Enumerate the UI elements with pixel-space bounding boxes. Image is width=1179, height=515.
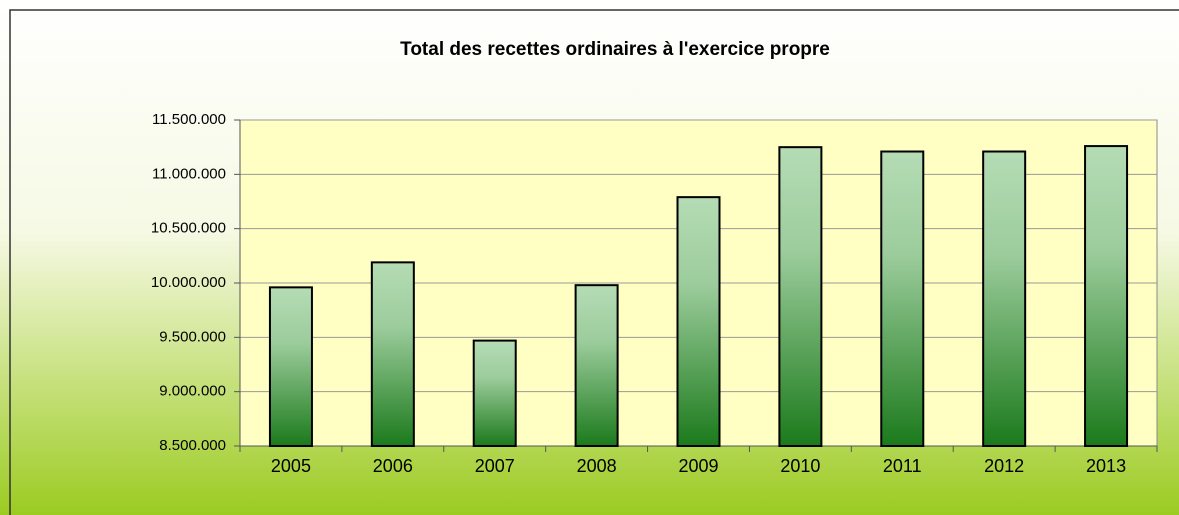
- x-tick-label: 2008: [577, 456, 617, 476]
- bar: [472, 339, 517, 447]
- y-tick-label: 11.500.000: [152, 111, 226, 128]
- x-tick-label: 2010: [780, 456, 820, 476]
- x-tick-label: 2006: [373, 456, 413, 476]
- x-tick-label: 2013: [1086, 456, 1126, 476]
- x-tick-label: 2011: [883, 456, 922, 476]
- y-tick-label: 9.000.000: [159, 383, 226, 400]
- bar: [370, 261, 415, 447]
- x-tick-label: 2005: [271, 456, 311, 476]
- y-tick-label: 8.500.000: [159, 437, 226, 454]
- x-tick-label: 2007: [475, 456, 515, 476]
- bar: [574, 284, 619, 447]
- y-tick-label: 10.000.000: [151, 274, 226, 291]
- y-tick-label: 10.500.000: [151, 220, 226, 237]
- bar: [268, 286, 313, 448]
- y-tick-label: 11.000.000: [152, 165, 226, 182]
- frame: [9, 9, 1179, 515]
- x-tick-label: 2012: [984, 456, 1024, 476]
- x-tick-label: 2009: [678, 456, 718, 476]
- bar: [1084, 145, 1129, 448]
- y-tick-label: 9.500.000: [159, 328, 226, 345]
- bar: [778, 146, 823, 448]
- chart-title: Total des recettes ordinaires à l'exerci…: [400, 39, 830, 60]
- bar: [676, 196, 721, 447]
- bar: [982, 150, 1027, 447]
- bar: [880, 150, 925, 447]
